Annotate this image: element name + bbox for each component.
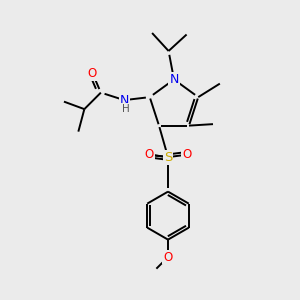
Text: O: O [164,250,172,263]
Text: H: H [122,103,129,113]
Text: O: O [182,148,191,161]
Text: S: S [164,151,172,164]
Text: O: O [145,148,154,161]
Text: N: N [169,73,179,86]
Text: O: O [88,67,97,80]
Text: N: N [120,94,129,106]
